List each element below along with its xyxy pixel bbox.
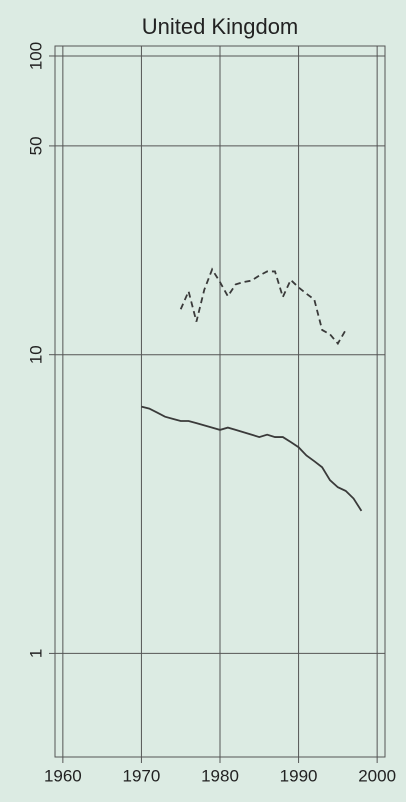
x-tick-label: 1970 bbox=[123, 766, 161, 785]
x-tick-label: 1960 bbox=[44, 766, 82, 785]
y-tick-label: 10 bbox=[26, 345, 45, 364]
y-tick-label: 50 bbox=[26, 136, 45, 155]
chart-title: United Kingdom bbox=[142, 14, 299, 39]
x-tick-label: 2000 bbox=[358, 766, 396, 785]
y-tick-label: 1 bbox=[26, 649, 45, 658]
x-tick-label: 1990 bbox=[280, 766, 318, 785]
data-line bbox=[179, 267, 347, 346]
y-tick-label: 100 bbox=[26, 42, 45, 70]
x-tick-label: 1980 bbox=[201, 766, 239, 785]
data-line bbox=[141, 405, 363, 512]
